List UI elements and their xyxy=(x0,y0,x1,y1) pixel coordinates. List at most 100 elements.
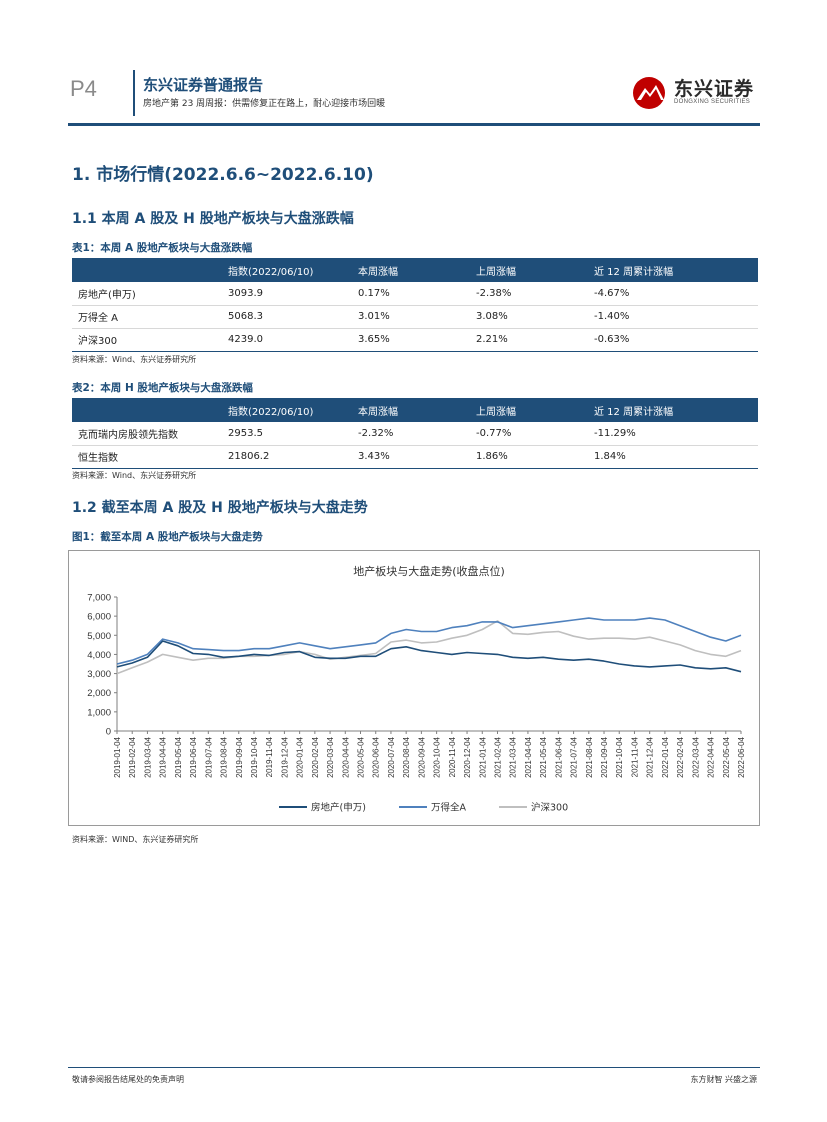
table1-header: 本周涨幅 xyxy=(352,258,470,282)
x-tick-label: 2021-02-04 xyxy=(493,736,502,777)
y-tick-label: 5,000 xyxy=(87,631,111,642)
x-tick-label: 2022-01-04 xyxy=(661,736,670,777)
y-tick-label: 6,000 xyxy=(87,612,111,623)
table2-header: 指数(2022/06/10) xyxy=(222,398,352,422)
table-cell: 3.43% xyxy=(352,445,470,469)
x-tick-label: 2020-02-04 xyxy=(311,736,320,777)
x-tick-label: 2019-11-04 xyxy=(265,736,274,777)
table-row: 恒生指数 21806.2 3.43% 1.86% 1.84% xyxy=(72,445,758,469)
x-tick-label: 2019-12-04 xyxy=(280,736,289,777)
x-tick-label: 2020-03-04 xyxy=(326,736,335,777)
table-row: 万得全 A 5068.3 3.01% 3.08% -1.40% xyxy=(72,305,758,329)
y-tick-label: 0 xyxy=(106,727,111,738)
table-cell: 0.17% xyxy=(352,282,470,306)
table-cell: 2953.5 xyxy=(222,422,352,446)
x-tick-label: 2019-02-04 xyxy=(128,736,137,777)
legend-label: 房地产(申万) xyxy=(311,802,366,814)
table-cell: 沪深300 xyxy=(72,328,222,352)
x-tick-label: 2020-01-04 xyxy=(296,736,305,777)
table-cell: -0.77% xyxy=(470,422,588,446)
logo-name-en: DONGXING SECURITIES xyxy=(674,99,751,105)
table-cell: -4.67% xyxy=(588,282,758,306)
x-tick-label: 2021-05-04 xyxy=(539,736,548,777)
x-tick-label: 2021-11-04 xyxy=(630,736,639,777)
y-tick-label: 2,000 xyxy=(87,688,111,699)
y-tick-label: 3,000 xyxy=(87,669,111,680)
table-cell: -0.63% xyxy=(588,328,758,352)
legend-label: 沪深300 xyxy=(531,802,568,814)
x-tick-label: 2020-05-04 xyxy=(357,736,366,777)
footer-slogan: 东方财智 兴盛之源 xyxy=(690,1075,757,1084)
table-row: 克而瑞内房股领先指数 2953.5 -2.32% -0.77% -11.29% xyxy=(72,422,758,446)
table1-header: 指数(2022/06/10) xyxy=(222,258,352,282)
x-tick-label: 2020-09-04 xyxy=(417,736,426,777)
x-tick-label: 2019-01-04 xyxy=(113,736,122,777)
table-cell: -2.38% xyxy=(470,282,588,306)
x-tick-label: 2019-06-04 xyxy=(189,736,198,777)
report-subtitle: 房地产第 23 周周报：供需修复正在路上，耐心迎接市场回暖 xyxy=(143,99,386,109)
x-tick-label: 2019-03-04 xyxy=(143,736,152,777)
chart-title: 地产板块与大盘走势(收盘点位) xyxy=(353,564,505,578)
table1-header xyxy=(72,258,222,282)
table-cell: 2.21% xyxy=(470,328,588,352)
y-tick-label: 4,000 xyxy=(87,650,111,661)
table-cell: 万得全 A xyxy=(72,305,222,329)
header-rule xyxy=(68,123,760,126)
x-tick-label: 2022-04-04 xyxy=(707,736,716,777)
x-tick-label: 2021-10-04 xyxy=(615,736,624,777)
figure1-source: 资料来源：WIND、东兴证券研究所 xyxy=(72,835,199,844)
table1-caption: 表1：本周 A 股地产板块与大盘涨跌幅 xyxy=(72,242,253,254)
x-tick-label: 2021-09-04 xyxy=(600,736,609,777)
company-logo: 东兴证券 DONGXING SECURITIES xyxy=(632,72,762,114)
table-cell: 3.65% xyxy=(352,328,470,352)
logo-name-cn: 东兴证券 xyxy=(674,78,755,100)
table-cell: 5068.3 xyxy=(222,305,352,329)
table1-header-row: 指数(2022/06/10) 本周涨幅 上周涨幅 近 12 周累计涨幅 xyxy=(72,258,758,282)
y-tick-label: 1,000 xyxy=(87,707,111,718)
x-tick-label: 2019-09-04 xyxy=(235,736,244,777)
section-title-1-2: 1.2 截至本周 A 股及 H 股地产板块与大盘走势 xyxy=(72,500,368,516)
table2-header: 本周涨幅 xyxy=(352,398,470,422)
x-tick-label: 2022-02-04 xyxy=(676,736,685,777)
series-line xyxy=(116,640,742,673)
x-tick-label: 2019-10-04 xyxy=(250,736,259,777)
table-cell: 3.01% xyxy=(352,305,470,329)
x-tick-label: 2020-07-04 xyxy=(387,736,396,777)
x-tick-label: 2019-05-04 xyxy=(174,736,183,777)
figure1-caption: 图1：截至本周 A 股地产板块与大盘走势 xyxy=(72,531,263,543)
table1-source: 资料来源：Wind、东兴证券研究所 xyxy=(72,355,197,364)
table2-header-row: 指数(2022/06/10) 本周涨幅 上周涨幅 近 12 周累计涨幅 xyxy=(72,398,758,422)
x-tick-label: 2020-12-04 xyxy=(463,736,472,777)
table2-header: 上周涨幅 xyxy=(470,398,588,422)
logo-mark-icon xyxy=(633,77,665,109)
table2: 指数(2022/06/10) 本周涨幅 上周涨幅 近 12 周累计涨幅 克而瑞内… xyxy=(72,398,758,469)
section-title-1-1: 1.1 本周 A 股及 H 股地产板块与大盘涨跌幅 xyxy=(72,211,354,227)
x-tick-label: 2019-08-04 xyxy=(220,736,229,777)
x-tick-label: 2019-04-04 xyxy=(159,736,168,777)
x-tick-label: 2021-07-04 xyxy=(570,736,579,777)
report-title: 东兴证券普通报告 xyxy=(143,76,264,94)
x-tick-label: 2021-12-04 xyxy=(646,736,655,777)
x-tick-label: 2020-04-04 xyxy=(341,736,350,777)
table-row: 沪深300 4239.0 3.65% 2.21% -0.63% xyxy=(72,328,758,352)
x-tick-label: 2021-01-04 xyxy=(478,736,487,777)
chart-frame: 地产板块与大盘走势(收盘点位) 7,000 6,000 5,000 4,000 3,000… xyxy=(68,550,760,826)
y-tick-label: 7,000 xyxy=(87,593,111,604)
line-chart: 地产板块与大盘走势(收盘点位) 7,000 6,000 5,000 4,000 3,000… xyxy=(87,564,746,814)
x-tick-label: 2022-03-04 xyxy=(691,736,700,777)
table2-caption: 表2：本周 H 股地产板块与大盘涨跌幅 xyxy=(72,382,253,394)
series-line xyxy=(116,620,742,675)
footer-rule xyxy=(68,1067,760,1068)
x-tick-label: 2021-08-04 xyxy=(585,736,594,777)
x-tick-label: 2021-04-04 xyxy=(524,736,533,777)
page-number: P4 xyxy=(70,76,97,101)
table1: 指数(2022/06/10) 本周涨幅 上周涨幅 近 12 周累计涨幅 房地产(… xyxy=(72,258,758,352)
legend-label: 万得全A xyxy=(431,802,467,814)
table-cell: 1.86% xyxy=(470,445,588,469)
x-tick-label: 2020-06-04 xyxy=(372,736,381,777)
table-row: 房地产(申万) 3093.9 0.17% -2.38% -4.67% xyxy=(72,282,758,306)
table-cell: -1.40% xyxy=(588,305,758,329)
table2-header xyxy=(72,398,222,422)
header-divider xyxy=(133,70,135,116)
footer-disclaimer: 敬请参阅报告结尾处的免责声明 xyxy=(72,1075,184,1084)
